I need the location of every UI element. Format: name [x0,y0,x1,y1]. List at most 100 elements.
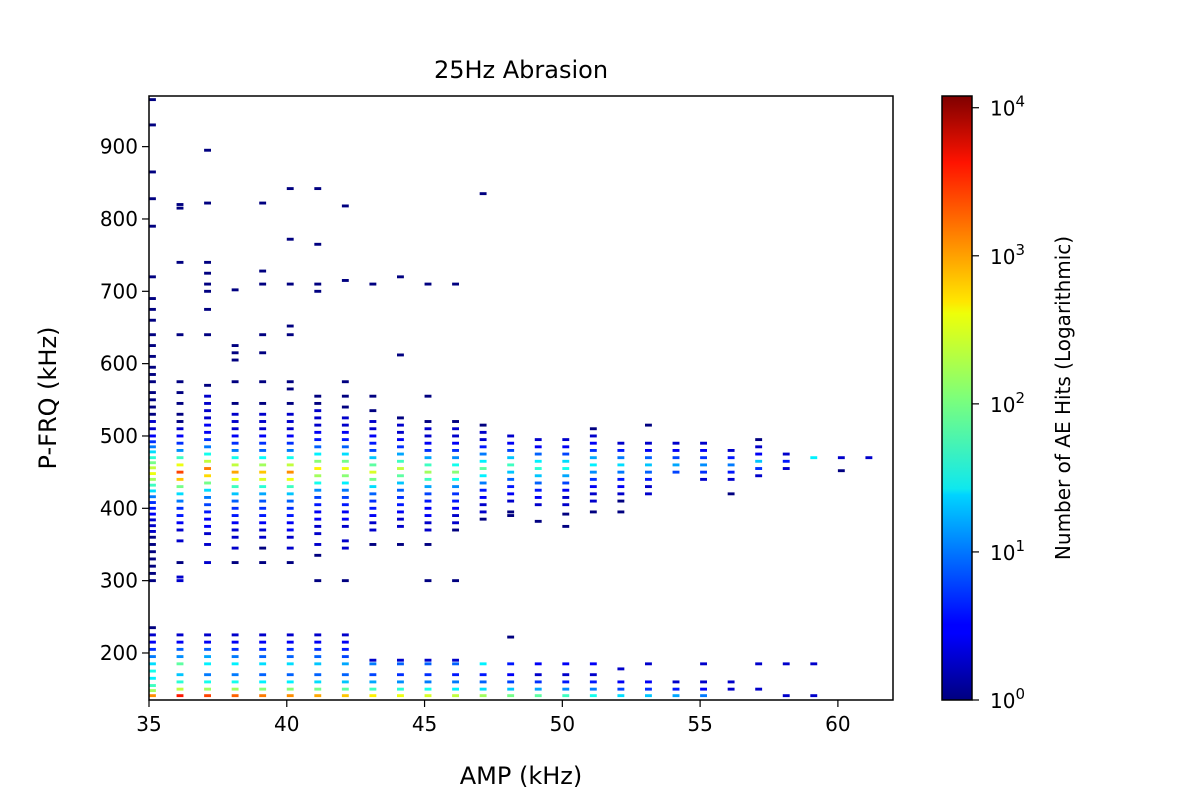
heatmap-cell [700,687,707,691]
heatmap-cell [782,452,790,456]
heatmap-cell [176,561,184,565]
heatmap-cell [589,449,597,452]
heatmap-cell [259,694,267,698]
heatmap-cell [259,434,267,438]
heatmap-cell [700,680,707,684]
heatmap-cell [176,470,184,474]
heatmap-cell [755,687,763,691]
heatmap-cell [562,694,570,698]
heatmap-cell [204,543,211,546]
heatmap-cell [507,434,515,438]
heatmap-cell [259,514,267,517]
heatmap-cell [231,655,239,659]
heatmap-cell [286,282,294,286]
heatmap-cell [231,694,239,698]
heatmap-cell [369,673,377,677]
heatmap-cell [314,467,322,470]
heatmap-cell [176,441,184,445]
heatmap-cell [452,477,459,481]
heatmap-cell [341,687,349,691]
heatmap-cell [231,351,239,355]
heatmap-cell [259,485,267,489]
heatmap-cell [204,452,211,456]
heatmap-cell [507,510,515,514]
heatmap-cell [176,203,184,206]
heatmap-cell [341,474,349,478]
heatmap-cell [314,481,322,485]
heatmap-cell [369,687,377,691]
heatmap-cell [397,438,404,442]
heatmap-cell [176,633,184,637]
heatmap-cell [645,687,652,691]
heatmap-cell [314,416,322,420]
heatmap-cell [617,463,625,467]
heatmap-cell [424,394,432,398]
heatmap-cell [755,445,763,449]
heatmap-cell [534,488,542,492]
heatmap-cell [369,528,377,532]
heatmap-cell [259,499,267,503]
heatmap-cell [231,673,239,677]
heatmap-cell [810,456,818,460]
heatmap-cell [231,434,239,438]
heatmap-cell [314,289,322,293]
heatmap-cell [645,449,652,452]
heatmap-cell [341,496,349,499]
heatmap-cell [259,380,267,384]
heatmap-cell [314,510,322,514]
heatmap-cell [314,282,322,286]
heatmap-cell [149,412,156,416]
heatmap-cell [259,477,267,481]
heatmap-cell [507,463,515,467]
heatmap-cell [149,626,156,630]
heatmap-cell [176,655,184,659]
heatmap-cell [149,391,156,395]
heatmap-cell [534,687,542,691]
heatmap-cell [314,401,322,405]
heatmap-cell [341,416,349,420]
heatmap-cell [589,680,597,684]
x-tick-label: 40 [274,712,299,736]
heatmap-cell [397,680,404,684]
heatmap-cell [176,662,184,666]
heatmap-cell [534,452,542,456]
heatmap-cell [149,633,156,637]
heatmap-cell [424,514,432,517]
heatmap-cell [617,680,625,684]
heatmap-cell [204,430,211,434]
heatmap-cell [341,662,349,666]
heatmap-cell [534,496,542,499]
heatmap-cell [369,499,377,503]
heatmap-cell [534,503,542,507]
heatmap-cell [672,449,680,452]
heatmap-cell [424,427,432,431]
heatmap-cell [424,420,432,423]
heatmap-cell [452,673,459,677]
heatmap-cell [204,383,211,387]
heatmap-cell [397,687,404,691]
heatmap-cell [534,673,542,677]
heatmap-cell [341,423,349,427]
heatmap-cell [176,333,184,337]
heatmap-cell [149,662,156,666]
heatmap-cell [149,489,156,493]
heatmap-cell [755,662,763,666]
heatmap-cell [645,492,652,496]
heatmap-cell [507,441,515,445]
heatmap-cell [424,528,432,532]
heatmap-cell [149,297,156,300]
heatmap-cell [286,477,294,481]
heatmap-cell [204,409,211,413]
heatmap-cell [452,420,459,423]
heatmap-cell [259,662,267,666]
heatmap-cell [479,503,487,507]
heatmap-cell [286,485,294,489]
heatmap-cell [204,307,211,311]
heatmap-cell [259,640,267,644]
heatmap-cell [259,401,267,405]
heatmap-cell [149,495,156,499]
heatmap-cell [204,532,211,536]
heatmap-cell [149,307,156,311]
heatmap-cell [369,694,377,698]
heatmap-cell [507,635,515,639]
